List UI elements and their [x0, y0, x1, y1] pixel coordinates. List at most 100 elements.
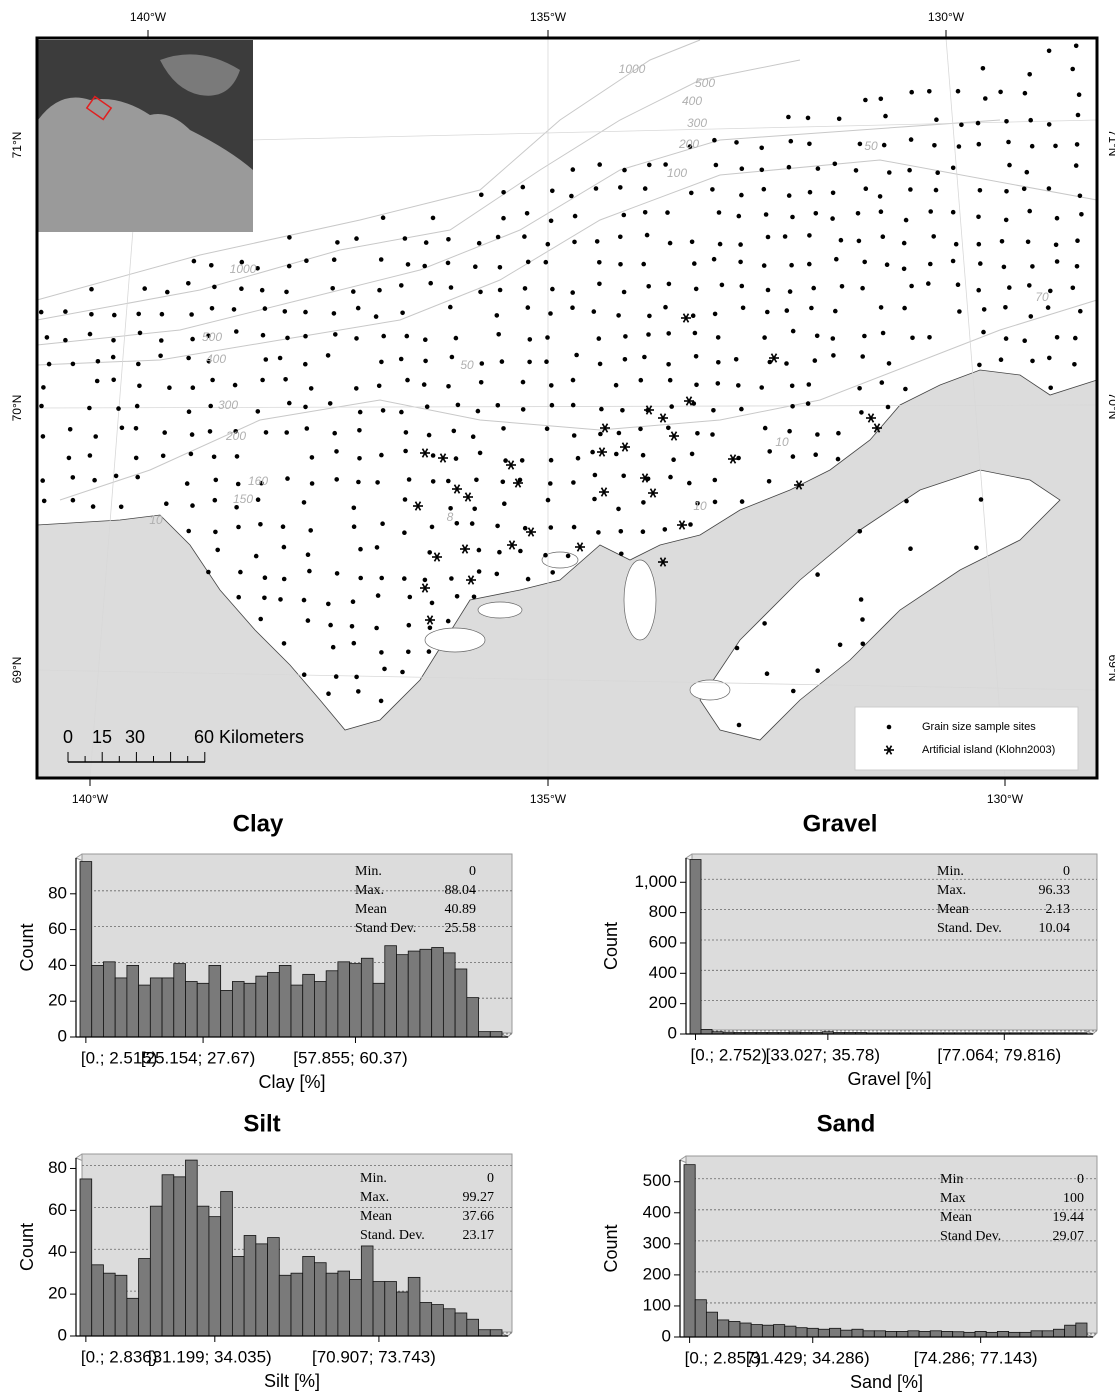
- sample-site: [1077, 92, 1082, 97]
- sample-site: [480, 361, 485, 366]
- sample-site: [328, 401, 333, 406]
- sample-site: [573, 214, 578, 219]
- sample-site: [902, 241, 907, 246]
- sample-site: [521, 407, 526, 412]
- contour-label: 500: [695, 76, 715, 90]
- legend-box: [855, 707, 1078, 770]
- contour-label: 1000: [230, 262, 257, 276]
- sample-site: [422, 382, 427, 387]
- bar: [774, 1325, 785, 1337]
- sample-site: [1047, 186, 1052, 191]
- bar: [684, 1165, 695, 1337]
- sample-site: [618, 235, 623, 240]
- sample-site: [380, 521, 385, 526]
- sample-site: [354, 386, 359, 391]
- bar: [751, 1325, 762, 1337]
- sample-site: [736, 383, 741, 388]
- sample-site: [354, 236, 359, 241]
- bar: [338, 962, 350, 1037]
- sample-site: [404, 430, 409, 435]
- plot-area: [686, 1156, 1097, 1333]
- x-tick-label: [70.907; 73.743): [312, 1347, 436, 1366]
- bar: [162, 978, 174, 1037]
- y-axis-label: Count: [601, 922, 621, 970]
- y-tick-label: 0: [58, 1325, 67, 1344]
- bar: [930, 1331, 941, 1337]
- sample-site: [208, 429, 213, 434]
- y-tick-label: 800: [649, 902, 677, 921]
- sample-site: [881, 234, 886, 239]
- sample-site: [334, 477, 339, 482]
- sample-site: [455, 521, 460, 526]
- sample-site: [809, 306, 814, 311]
- sample-site: [572, 433, 577, 438]
- sample-site: [807, 262, 812, 267]
- sample-site: [470, 521, 475, 526]
- sample-site: [68, 427, 73, 432]
- sample-site: [406, 262, 411, 267]
- sample-site: [956, 89, 961, 94]
- sample-site: [332, 311, 337, 316]
- sample-site: [1055, 216, 1060, 221]
- sample-site: [763, 426, 768, 431]
- sample-site: [310, 481, 315, 486]
- sample-site: [91, 504, 96, 509]
- bar: [718, 1320, 729, 1337]
- sample-site: [67, 456, 72, 461]
- bar: [232, 982, 244, 1037]
- stat-label: Min.: [360, 1171, 387, 1186]
- sample-site: [766, 235, 771, 240]
- sample-site: [834, 257, 839, 262]
- sample-site: [641, 262, 646, 267]
- contour-label: 10: [775, 435, 789, 449]
- y-axis-label: Count: [17, 923, 37, 971]
- longitude-label: 135°W: [530, 10, 567, 24]
- sample-site: [213, 498, 218, 503]
- sample-site: [191, 385, 196, 390]
- scale-label: 60 Kilometers: [194, 727, 304, 747]
- sample-site: [232, 307, 237, 312]
- sample-site: [1003, 305, 1008, 310]
- scale-label: 15: [92, 727, 112, 747]
- bar: [326, 971, 338, 1037]
- bar: [706, 1312, 717, 1337]
- sample-site: [739, 193, 744, 198]
- y-tick-label: 60: [48, 1200, 67, 1219]
- sample-site: [881, 331, 886, 336]
- sample-site: [694, 354, 699, 359]
- sample-site: [430, 601, 435, 606]
- bar: [490, 1330, 502, 1336]
- sample-site: [526, 577, 531, 582]
- sample-site: [597, 336, 602, 341]
- bar: [818, 1329, 829, 1337]
- bar: [397, 1292, 409, 1336]
- sample-site: [908, 546, 913, 551]
- sample-site: [839, 238, 844, 243]
- sample-site: [1055, 259, 1060, 264]
- sample-site: [879, 97, 884, 102]
- sample-site: [478, 290, 483, 295]
- sample-site: [737, 723, 742, 728]
- stat-value: 40.89: [445, 902, 477, 917]
- sample-site: [614, 452, 619, 457]
- sample-site: [550, 189, 555, 194]
- sample-site: [356, 306, 361, 311]
- sample-site: [71, 362, 76, 367]
- x-axis-label: Gravel [%]: [847, 1069, 931, 1089]
- sample-site: [89, 312, 94, 317]
- x-axis-label: Sand [%]: [850, 1372, 923, 1392]
- sample-site: [951, 210, 956, 215]
- sample-site: [785, 308, 790, 313]
- sample-site: [1022, 187, 1027, 192]
- sample-site: [239, 286, 244, 291]
- y-tick-label: 100: [643, 1295, 671, 1314]
- x-tick-label: [74.286; 77.143): [914, 1348, 1038, 1367]
- sample-site: [767, 449, 772, 454]
- sample-site: [690, 452, 695, 457]
- y-tick-label: 200: [649, 993, 677, 1012]
- chart-title: Clay: [233, 810, 284, 837]
- sample-site: [379, 360, 384, 365]
- sample-site: [665, 210, 670, 215]
- sample-site: [260, 288, 265, 293]
- bar: [1076, 1323, 1087, 1337]
